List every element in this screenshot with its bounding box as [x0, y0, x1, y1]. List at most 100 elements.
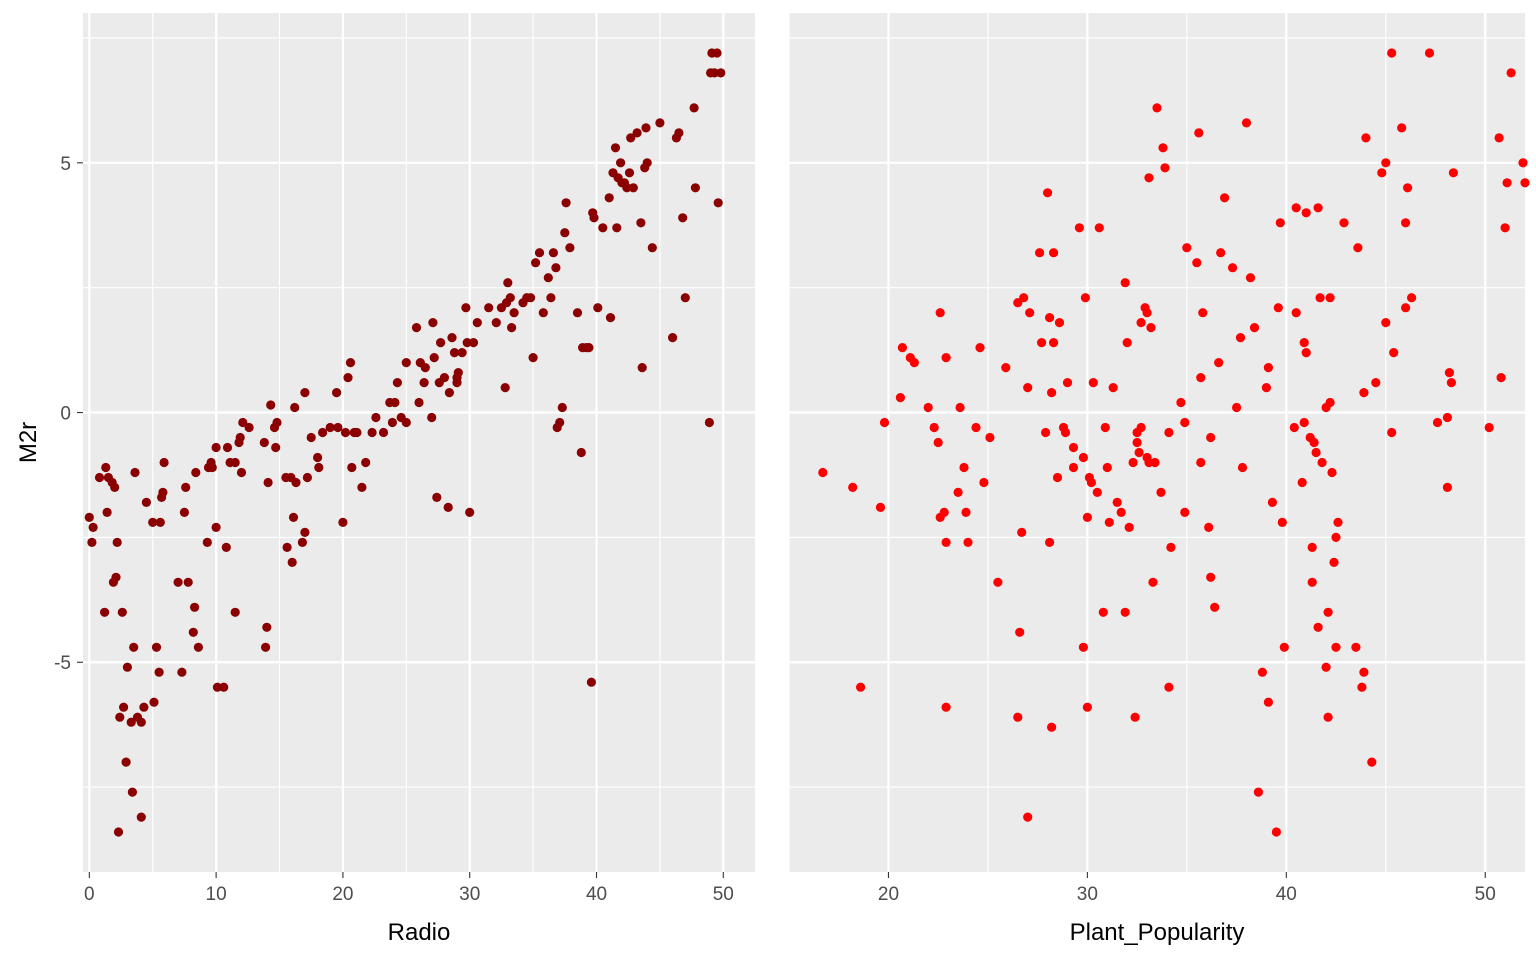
data-point [468, 338, 479, 348]
data-point [598, 223, 608, 233]
data-point [1082, 702, 1092, 712]
data-point [971, 422, 981, 433]
data-point [136, 717, 146, 727]
x-tick-label: 40 [586, 884, 607, 905]
data-point [347, 462, 357, 473]
data-point [302, 472, 312, 483]
data-point [212, 682, 222, 692]
data-point [610, 143, 621, 153]
data-point [1148, 577, 1158, 587]
data-point [244, 422, 254, 433]
data-point [338, 517, 348, 528]
data-point [933, 437, 943, 448]
data-point [637, 363, 647, 373]
data-point [1017, 527, 1027, 538]
data-point [361, 457, 371, 468]
data-point [177, 667, 187, 677]
data-point [1180, 417, 1190, 428]
data-point [262, 622, 272, 632]
data-point [1164, 427, 1174, 438]
data-point [1299, 417, 1309, 428]
x-axis-title-radio: Radio [388, 919, 451, 946]
data-point [1311, 447, 1321, 458]
data-point [1176, 397, 1186, 408]
data-point [507, 323, 517, 333]
data-point [690, 183, 701, 193]
data-point [1253, 787, 1263, 797]
data-point [1082, 512, 1092, 523]
data-point [531, 258, 541, 268]
data-point [895, 393, 906, 403]
data-point [939, 507, 949, 517]
data-point [314, 462, 324, 473]
data-point [484, 303, 494, 313]
data-point [1054, 318, 1065, 328]
data-point [401, 417, 411, 428]
data-point [959, 462, 969, 473]
data-point [1150, 457, 1160, 468]
data-point [605, 313, 616, 323]
data-point [1367, 757, 1377, 767]
data-point [414, 397, 424, 408]
data-point [1228, 263, 1238, 273]
data-point [371, 412, 381, 423]
data-point [1502, 178, 1512, 188]
data-point [1164, 682, 1174, 692]
data-point [1045, 537, 1055, 548]
data-point [1271, 827, 1281, 837]
data-point [1353, 243, 1363, 253]
data-point [318, 427, 328, 438]
data-point [1037, 338, 1047, 348]
data-point [1263, 697, 1273, 707]
y-tick-label: -5 [54, 653, 71, 674]
data-point [211, 442, 221, 453]
data-point [1086, 477, 1096, 488]
data-point [572, 308, 583, 318]
data-point [1381, 158, 1391, 168]
data-point [1315, 293, 1325, 303]
data-point [461, 303, 471, 313]
data-point [1249, 323, 1260, 333]
x-tick-label: 40 [1276, 884, 1297, 905]
data-point [897, 343, 908, 353]
data-point [202, 537, 212, 548]
data-point [1068, 462, 1079, 473]
data-point [282, 542, 292, 553]
data-point [1359, 667, 1369, 677]
data-point [1216, 248, 1226, 258]
data-point [593, 303, 603, 313]
data-point [1444, 368, 1454, 378]
data-point [1120, 278, 1130, 288]
data-point [235, 432, 245, 443]
data-point [297, 537, 307, 548]
data-point [616, 158, 626, 168]
data-point [1261, 383, 1271, 393]
data-point [1351, 642, 1361, 652]
data-point [101, 462, 111, 473]
data-point [1001, 363, 1011, 373]
data-point [941, 702, 951, 712]
data-point [1180, 507, 1190, 517]
data-point [1500, 223, 1510, 233]
x-tick-label: 30 [459, 884, 480, 905]
data-point [291, 477, 301, 488]
data-point [1043, 188, 1053, 198]
data-point [1333, 517, 1343, 528]
data-point [1448, 168, 1458, 178]
data-point [1068, 442, 1079, 453]
data-point [1291, 308, 1301, 318]
data-point [127, 787, 137, 797]
data-point [439, 373, 449, 383]
data-point [1263, 363, 1273, 373]
data-point [300, 388, 310, 398]
data-point [1313, 203, 1323, 213]
data-point [909, 358, 919, 368]
data-point [1045, 313, 1055, 323]
data-point [420, 363, 430, 373]
data-point [457, 348, 467, 358]
data-point [259, 437, 269, 448]
data-point [87, 537, 97, 548]
data-point [1108, 383, 1118, 393]
data-point [929, 422, 939, 433]
data-point [1446, 378, 1456, 388]
